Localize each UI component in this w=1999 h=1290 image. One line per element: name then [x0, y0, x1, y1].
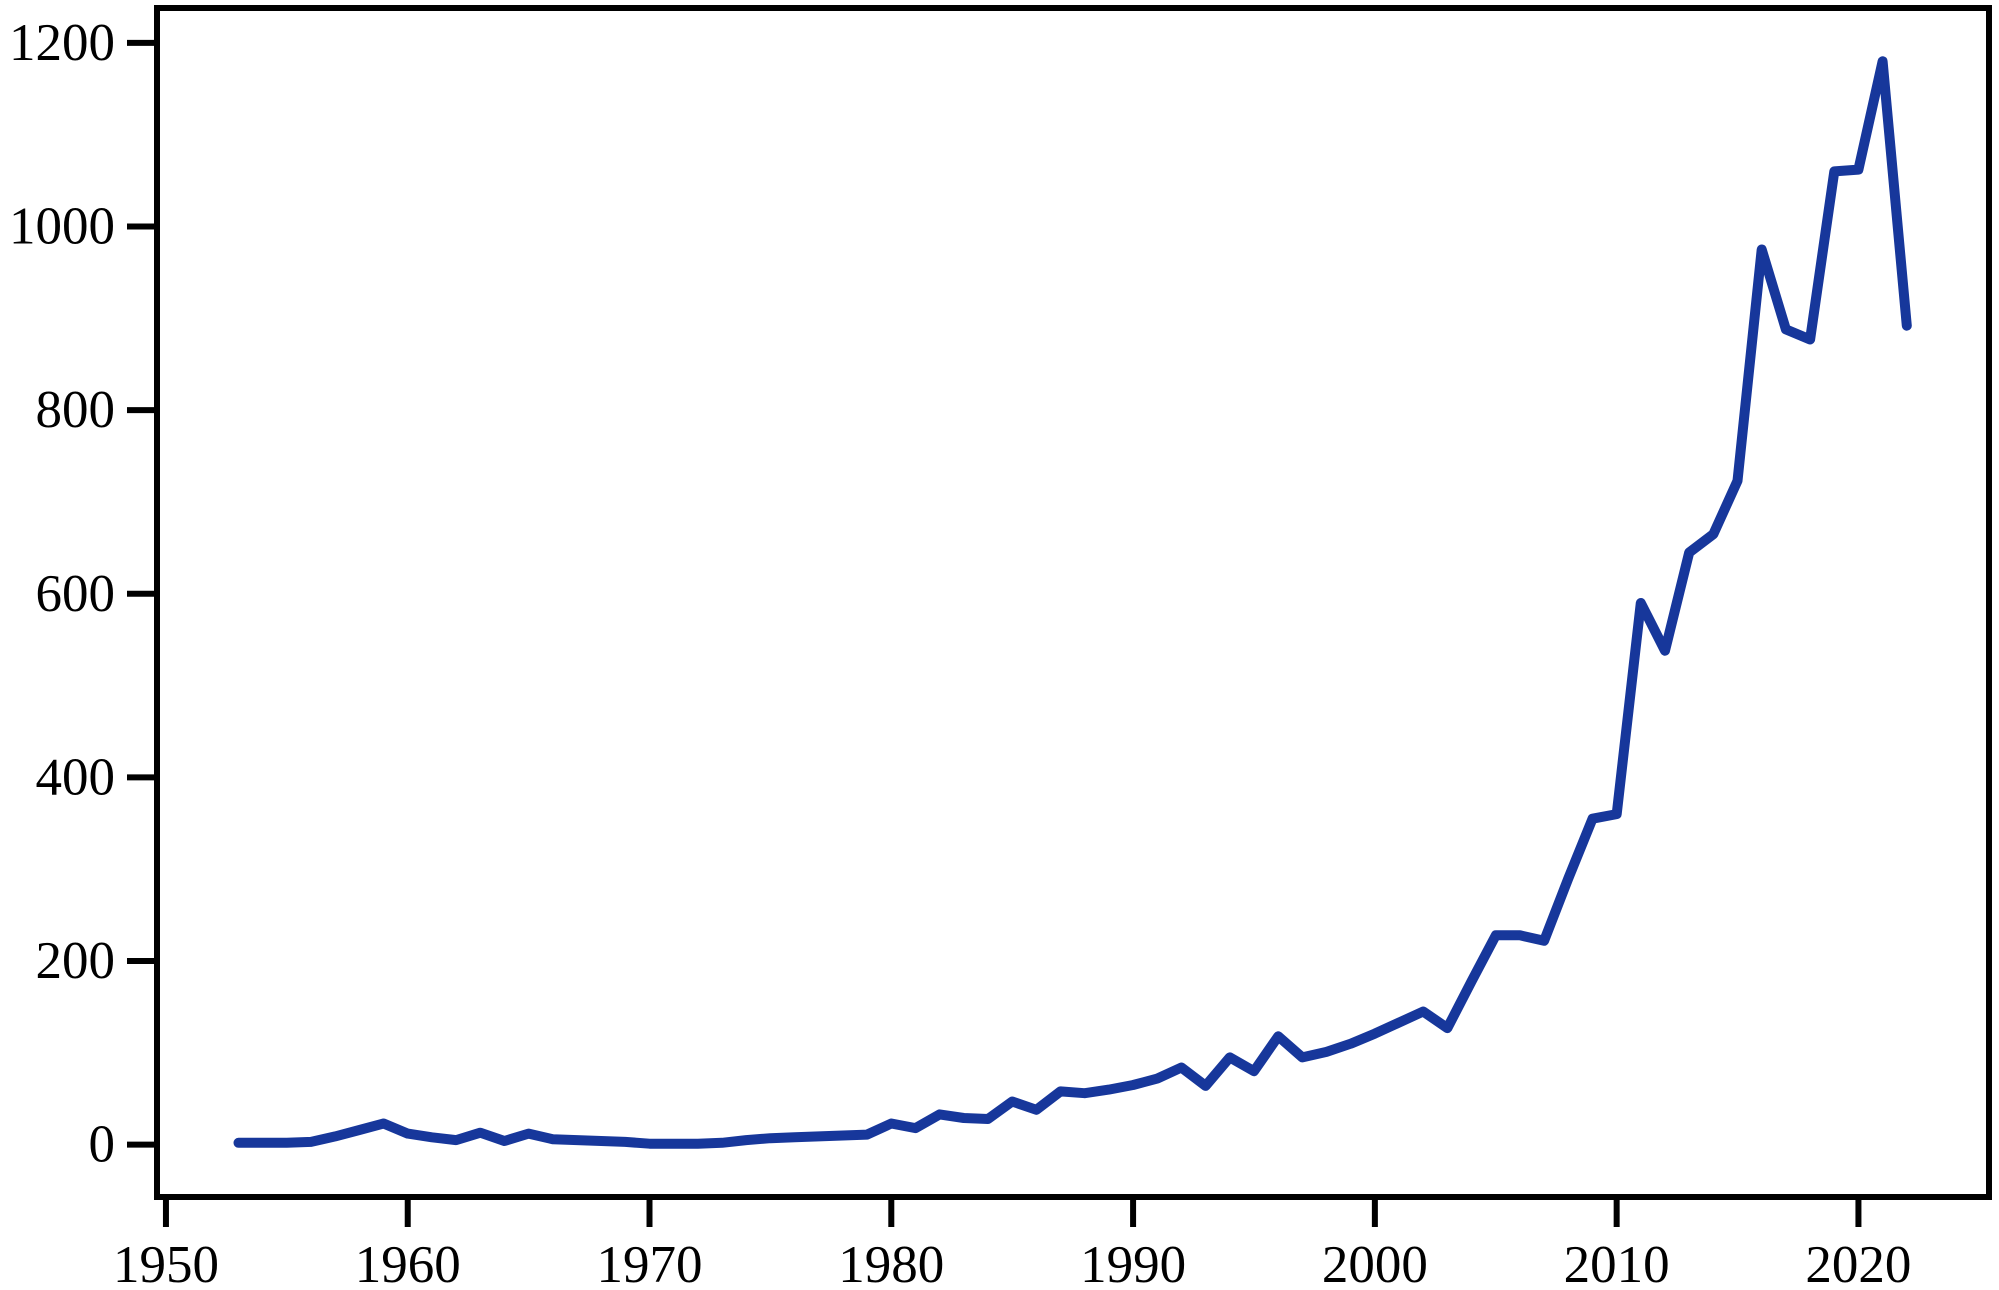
- y-axis-tick-labels: 0 200 400 600 800 1000 1200: [9, 14, 115, 1174]
- x-tick-label: 2020: [1805, 1236, 1911, 1290]
- y-tick-label: 1200: [9, 14, 115, 72]
- data-line-annual-count: [233, 56, 1912, 1149]
- plot-border: [154, 5, 1992, 1200]
- y-axis-ticks: [127, 39, 157, 1148]
- y-tick-label: 400: [36, 748, 116, 806]
- x-tick-label: 1970: [597, 1236, 703, 1290]
- x-tick-label: 2000: [1322, 1236, 1428, 1290]
- x-axis-ticks: [162, 1197, 1862, 1227]
- y-tick-label: 800: [36, 381, 116, 439]
- y-tick-label: 0: [89, 1116, 116, 1174]
- x-axis-tick-labels: 1950 1960 1970 1980 1990 2000 2010 2020: [113, 1236, 1911, 1290]
- x-tick-label: 2010: [1564, 1236, 1670, 1290]
- x-tick-label: 1980: [838, 1236, 944, 1290]
- x-tick-label: 1950: [113, 1236, 219, 1290]
- x-tick-label: 1990: [1080, 1236, 1186, 1290]
- data-series: [233, 56, 1912, 1149]
- plot-border-rect: [154, 5, 1992, 1200]
- y-tick-label: 200: [36, 932, 116, 990]
- y-tick-label: 1000: [9, 198, 115, 256]
- y-tick-label: 600: [36, 565, 116, 623]
- x-tick-label: 1960: [355, 1236, 461, 1290]
